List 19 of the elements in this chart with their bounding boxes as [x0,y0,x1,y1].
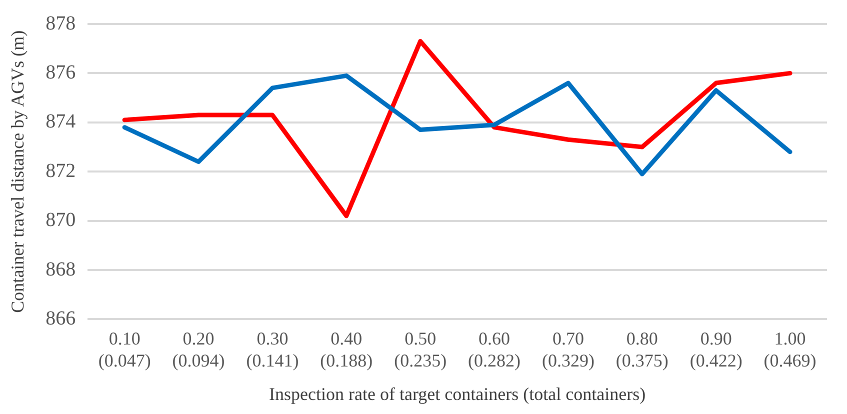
x-axis-title: Inspection rate of target containers (total containers) [269,384,646,404]
y-tick-label: 874 [46,110,76,133]
x-tick-label: 0.10 (0.047) [98,328,151,370]
x-tick-label: 0.40 (0.188) [320,328,373,370]
x-tick-label: 0.80 (0.375) [616,328,668,370]
x-tick-label: 0.70 (0.329) [542,328,594,370]
y-tick-label: 868 [46,258,76,280]
y-tick-label: 870 [46,209,76,232]
y-tick-label: 872 [46,160,76,182]
x-tick-label: 0.20 (0.094) [172,328,225,370]
y-tick-label: 878 [46,12,76,34]
x-tick-label: 1.00 (0.469) [764,328,816,370]
x-tick-label: 0.30 (0.141) [246,328,299,370]
x-tick-label: 0.90 (0.422) [690,328,742,370]
y-tick-label: 866 [46,307,76,330]
y-tick-label: 876 [46,61,76,84]
x-tick-label: 0.50 (0.235) [394,328,447,370]
x-tick-label: 0.60 (0.282) [468,328,521,370]
y-axis-title: Container travel distance by AGVs (m) [8,30,28,313]
